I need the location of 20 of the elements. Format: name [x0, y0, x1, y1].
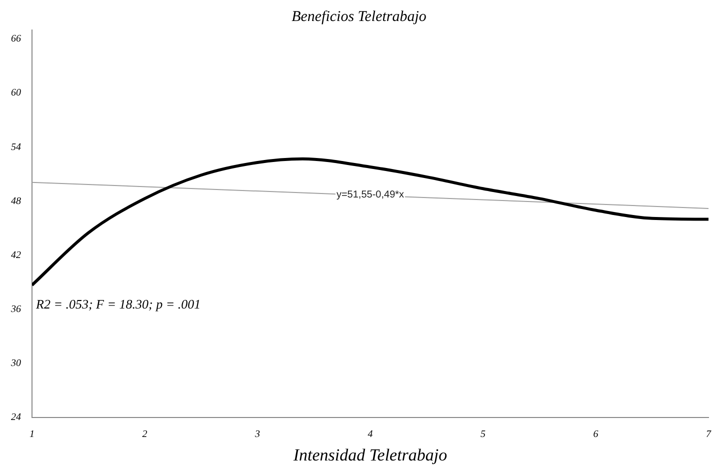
x-tick-label: 1	[30, 429, 34, 440]
x-axis-title: Intensidad Teletrabajo	[292, 445, 448, 464]
annotation: y=51,55-0,49*x	[336, 190, 404, 201]
y-tick-label: 48	[11, 196, 21, 207]
chart-title: Beneficios Teletrabajo	[292, 8, 427, 25]
y-tick-label: 54	[11, 142, 21, 153]
x-tick-label: 2	[142, 429, 148, 440]
y-tick-label: 30	[10, 358, 21, 370]
y-tick-label: 36	[10, 304, 21, 316]
y-tick-label: 42	[11, 250, 21, 261]
x-tick-label: 4	[368, 429, 373, 440]
x-tick-label: 6	[593, 429, 598, 440]
y-tick-label: 60	[11, 88, 21, 99]
y-tick-label: 24	[11, 412, 21, 424]
x-tick-label: 5	[480, 429, 486, 440]
line-series	[32, 157, 708, 287]
x-tick-label: 7	[706, 429, 712, 440]
y-tick-label: 66	[11, 34, 21, 45]
x-tick-label: 3	[254, 429, 260, 440]
annotation: R2 = .053; F = 18.30; p = .001	[35, 296, 201, 312]
